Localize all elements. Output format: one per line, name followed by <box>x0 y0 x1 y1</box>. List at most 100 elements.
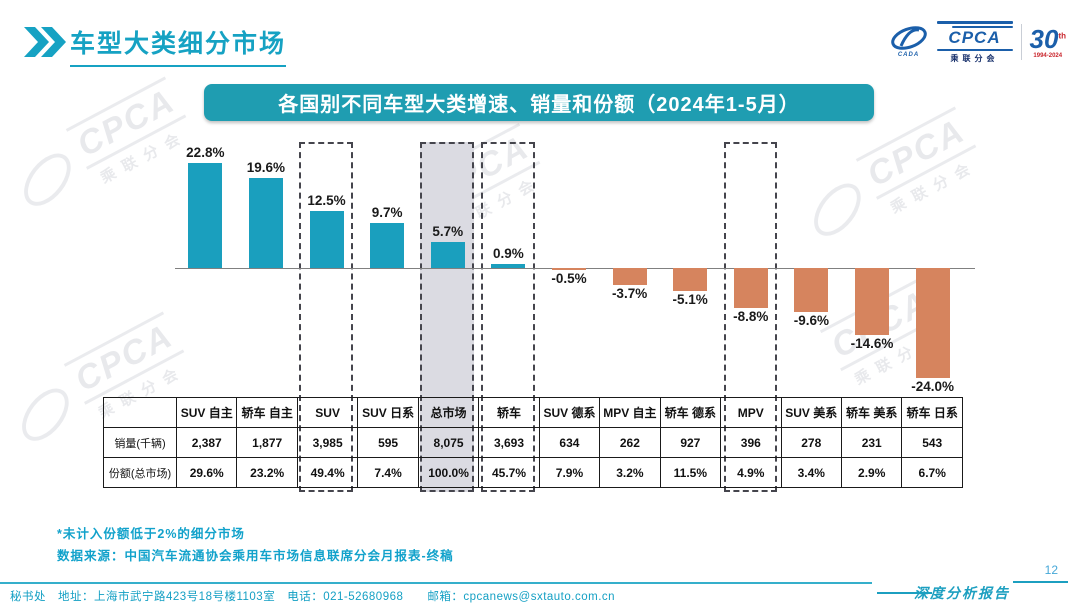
table-cell: 29.6% <box>175 457 238 488</box>
bar-value-label: -9.6% <box>793 313 830 329</box>
bar-轿车 美系 <box>855 268 889 336</box>
table-cell: 927 <box>659 427 722 458</box>
table-cell: 634 <box>538 427 601 458</box>
bar-SUV 自主 <box>188 163 223 268</box>
table-column-header: 总市场 <box>417 397 480 428</box>
chart-column-轿车 美系: -14.6% <box>842 135 903 397</box>
chart-column-MPV: -8.8% <box>720 135 781 397</box>
bar-轿车 <box>491 263 526 268</box>
bar-value-label: 22.8% <box>186 145 225 161</box>
bar-value-label: -5.1% <box>672 292 708 308</box>
table-cell: 595 <box>357 427 419 458</box>
chart-column-MPV 自主: -3.7% <box>599 135 660 397</box>
table-cell: 231 <box>840 427 903 458</box>
anniversary-years: 1994-2024 <box>1033 52 1063 59</box>
table-cell: 2.9% <box>840 457 903 488</box>
bar-MPV 自主 <box>612 268 647 286</box>
table-column-header: SUV 德系 <box>538 397 601 428</box>
logo-stripe <box>936 48 1013 52</box>
table-cell: 7.9% <box>538 457 601 488</box>
table-column-header: SUV <box>296 397 359 428</box>
highlight-box-轿车 <box>481 142 535 492</box>
bar-value-label: -0.5% <box>551 271 587 287</box>
chart-column-SUV 美系: -9.6% <box>781 135 842 397</box>
data-table: SUV 自主 轿车 自主 SUV SUV 日系 总市场 轿车 SUV 德系 MPV 自主 轿车 … <box>103 397 963 488</box>
logo-stripe <box>951 25 1013 28</box>
highlight-box-MPV <box>723 142 778 492</box>
table-cell: 1,877 <box>236 427 298 458</box>
cpca-wordmark-block: CPCA 乘联分会 <box>936 20 1013 64</box>
table-row-header: 份额(总市场) <box>103 457 177 488</box>
table-cell: 4.9% <box>720 457 782 488</box>
double-chevron-icon <box>24 27 66 57</box>
logo-divider <box>1020 24 1022 61</box>
chart-column-轿车 德系: -5.1% <box>660 135 721 397</box>
bar-MPV <box>733 268 768 309</box>
chart-title-banner: 各国别不同车型大类增速、销量和份额（2024年1-5月） <box>204 84 874 121</box>
table-column-header: 轿车 自主 <box>236 397 298 428</box>
chart-column-轿车 自主: 19.6% <box>236 135 297 397</box>
table-column-header: 轿车 日系 <box>901 397 963 428</box>
footnote-share-threshold: *未计入份额低于2%的细分市场 <box>57 527 245 541</box>
bar-value-label: -14.6% <box>850 336 894 352</box>
anniversary-30: 30 <box>1029 23 1059 54</box>
bar-value-label: 19.6% <box>246 159 286 175</box>
table-column-header: SUV 美系 <box>780 397 842 428</box>
swoosh-caption: CADA <box>897 52 920 59</box>
chart-columns: 22.8% 19.6% 12.5% 9.7% 5.7% 0.9% -0.5% -3.7% -5.… <box>175 135 963 397</box>
anniversary-30-logo: 30th 1994-2024 <box>1030 26 1066 59</box>
bar-轿车 德系 <box>673 268 708 292</box>
table-corner-cell <box>103 397 177 428</box>
report-label-dash-left <box>877 592 932 594</box>
table-cell: 3.2% <box>599 457 661 488</box>
chart-column-SUV 德系: -0.5% <box>539 135 600 397</box>
table-cell: 23.2% <box>236 457 298 488</box>
swoosh-icon <box>890 26 927 50</box>
anniversary-suffix: th <box>1058 30 1066 40</box>
table-row: 份额(总市场) 29.6% 23.2% 49.4% 7.4% 100.0% 45.7% 7.9… <box>103 457 963 488</box>
chart-column-SUV 自主: 22.8% <box>175 135 236 397</box>
bar-总市场 <box>430 241 465 268</box>
chart-column-总市场: 5.7% <box>417 135 478 397</box>
table-column-header: SUV 日系 <box>357 397 419 428</box>
swoosh-watermark-icon <box>14 144 80 214</box>
cpca-logo: CADA CPCA 乘联分会 30th 1994-2024 <box>889 20 1066 64</box>
table-column-header: 轿车 <box>478 397 540 428</box>
table-column-header: MPV 自主 <box>599 397 661 428</box>
table-column-header: SUV 自主 <box>175 397 238 428</box>
bar-轿车 自主 <box>248 177 283 268</box>
bar-value-label: -24.0% <box>911 379 955 395</box>
table-cell: 7.4% <box>357 457 419 488</box>
table-cell: 3.4% <box>780 457 842 488</box>
table-cell: 49.4% <box>296 457 359 488</box>
table-row: 销量(千辆) 2,387 1,877 3,985 595 8,075 3,693 634 262… <box>103 427 963 458</box>
table-cell: 396 <box>720 427 782 458</box>
swoosh-watermark-icon <box>12 379 78 449</box>
bar-value-label: -3.7% <box>611 286 648 302</box>
table-cell: 278 <box>780 427 842 458</box>
report-type-label: 深度分析报告 <box>914 586 1010 602</box>
bar-value-label: 0.9% <box>492 245 524 261</box>
table-cell: 3,985 <box>296 427 359 458</box>
table-cell: 543 <box>901 427 963 458</box>
logo-stripe <box>936 21 1013 24</box>
bar-SUV 德系 <box>551 268 586 271</box>
bar-value-label: 5.7% <box>432 223 464 239</box>
table-cell: 262 <box>599 427 661 458</box>
table-cell: 2,387 <box>175 427 238 458</box>
footer-contact-info: 秘书处 地址：上海市武宁路423号18号楼1103室 电话：021-526809… <box>10 591 616 603</box>
table-cell: 8,075 <box>417 427 480 458</box>
table-cell: 6.7% <box>901 457 963 488</box>
highlight-box-SUV <box>299 142 353 492</box>
bar-value-label: 12.5% <box>307 192 346 208</box>
table-column-header: MPV <box>720 397 782 428</box>
report-label-dash-right <box>1013 581 1068 583</box>
footnote-data-source: 数据来源：中国汽车流通协会乘用车市场信息联席分会月报表-终稿 <box>57 549 454 563</box>
table-cell: 100.0% <box>417 457 480 488</box>
chart-column-轿车 日系: -24.0% <box>902 135 963 397</box>
chart-column-SUV: 12.5% <box>296 135 357 397</box>
table-cell: 3,693 <box>478 427 540 458</box>
cpca-branch-label: 乘联分会 <box>950 54 999 64</box>
anniversary-number: 30th <box>1030 26 1066 52</box>
